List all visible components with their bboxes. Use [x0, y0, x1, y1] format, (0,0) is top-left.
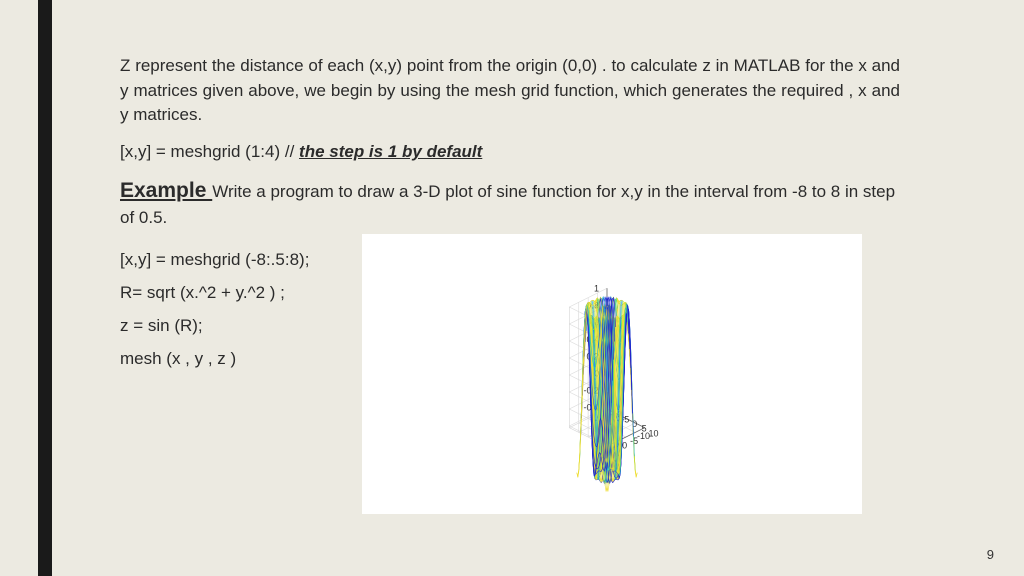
svg-text:-10: -10 [637, 431, 650, 441]
example-rest: Write a program to draw a 3-D plot of si… [120, 182, 895, 227]
sinc-3d-plot: -0.4-0.200.20.40.60.81-10-50510-10-50510 [362, 234, 862, 514]
example-label: Example [120, 179, 212, 202]
meshgrid-line: [x,y] = meshgrid (1:4) // the step is 1 … [120, 142, 900, 162]
page-number: 9 [987, 547, 994, 562]
vertical-accent-stripe [38, 0, 52, 576]
intro-paragraph: Z represent the distance of each (x,y) p… [120, 54, 900, 128]
svg-text:1: 1 [594, 283, 599, 293]
svg-text:0: 0 [622, 440, 627, 450]
meshgrid-prefix: [x,y] = meshgrid (1:4) // [120, 142, 299, 161]
example-line: Example Write a program to draw a 3-D pl… [120, 176, 900, 231]
step-note: the step is 1 by default [299, 142, 482, 161]
